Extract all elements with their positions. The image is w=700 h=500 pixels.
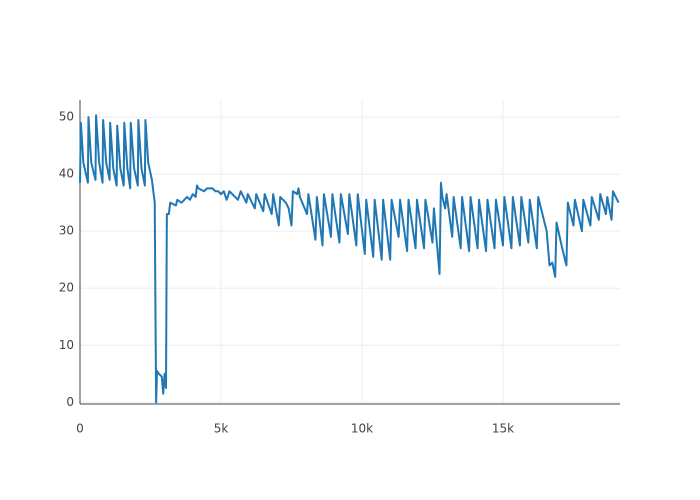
y-tick-label: 20: [59, 281, 74, 295]
y-tick-label: 10: [59, 338, 74, 352]
x-tick-label: 5k: [214, 422, 229, 436]
y-tick-label: 40: [59, 167, 74, 181]
y-tick-label: 50: [59, 110, 74, 124]
x-tick-label: 15k: [492, 422, 514, 436]
line-series: [79, 114, 620, 404]
y-tick-label: 0: [66, 395, 74, 409]
x-tick-label: 10k: [351, 422, 373, 436]
x-tick-label: 0: [76, 422, 84, 436]
y-tick-label: 30: [59, 224, 74, 238]
